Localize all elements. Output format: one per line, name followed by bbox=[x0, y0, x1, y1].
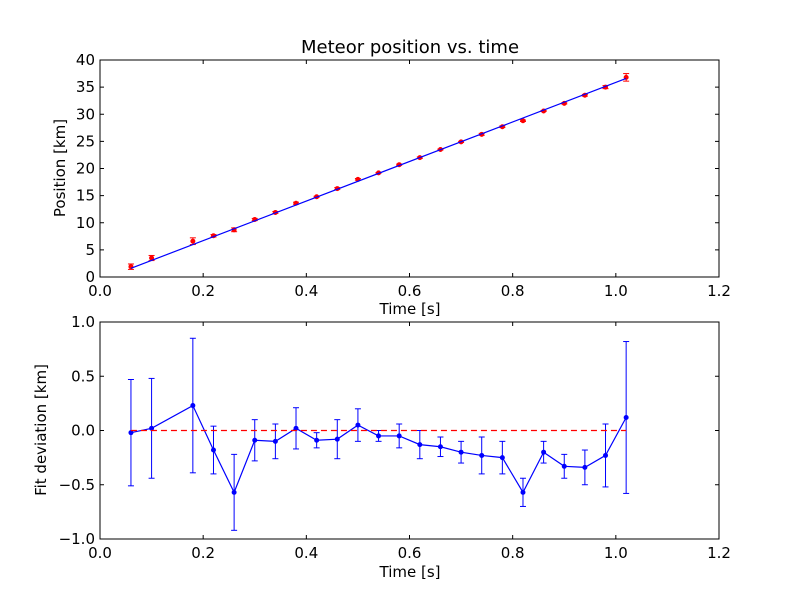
x-axis-label: Time [s] bbox=[379, 563, 441, 581]
x-tick-label: 1.0 bbox=[604, 544, 628, 562]
series-fit-line bbox=[130, 77, 627, 269]
y-tick-label: 40 bbox=[76, 51, 95, 69]
x-tick-label: 0.8 bbox=[501, 544, 525, 562]
data-point bbox=[231, 489, 237, 495]
data-point bbox=[396, 433, 402, 439]
data-point bbox=[293, 425, 299, 431]
data-point bbox=[458, 449, 464, 455]
x-axis-label: Time [s] bbox=[379, 300, 441, 318]
deviation-chart: 0.0 0.2 0.4 0.6 0.8 1.0 1.2 −1.0 −0.5 0.0 0.5 1.0 T… bbox=[32, 313, 731, 581]
position-chart: Meteor position vs. time 0.0 0.2 0.4 0.6 0.8… bbox=[51, 37, 731, 318]
x-tick-label: 0.2 bbox=[191, 282, 215, 300]
position-plot-area: 0.0 0.2 0.4 0.6 0.8 1.0 1.2 0 5 10 15 20 25 30 35 40 bbox=[76, 51, 731, 300]
data-point bbox=[376, 433, 382, 439]
x-tick-label: 0.4 bbox=[294, 544, 318, 562]
data-point bbox=[499, 455, 505, 461]
y-tick-label: 35 bbox=[76, 78, 95, 96]
data-point bbox=[190, 403, 196, 409]
y-tick-label: 10 bbox=[76, 214, 95, 232]
y-tick-label: −0.5 bbox=[59, 476, 95, 494]
data-point bbox=[541, 449, 547, 455]
y-tick-label: 1.0 bbox=[71, 313, 95, 331]
chart-title: Meteor position vs. time bbox=[301, 37, 519, 58]
y-tick-label: 5 bbox=[85, 241, 95, 259]
data-point bbox=[272, 438, 278, 444]
x-tick-label: 0.6 bbox=[398, 544, 422, 562]
x-tick-label: 0.0 bbox=[88, 282, 112, 300]
data-point bbox=[479, 452, 485, 458]
x-tick-label: 0.0 bbox=[88, 544, 112, 562]
y-tick-label: 0 bbox=[85, 268, 95, 286]
x-tick-label: 1.2 bbox=[707, 282, 731, 300]
data-point bbox=[561, 463, 567, 469]
data-point bbox=[520, 118, 526, 124]
x-tick-label: 0.6 bbox=[398, 282, 422, 300]
deviation-plot-area: 0.0 0.2 0.4 0.6 0.8 1.0 1.2 −1.0 −0.5 0.0 0.5 1.0 bbox=[59, 313, 731, 562]
x-tick-label: 0.8 bbox=[501, 282, 525, 300]
y-tick-label: 0.5 bbox=[71, 367, 95, 385]
x-tick-label: 0.2 bbox=[191, 544, 215, 562]
x-tick-label: 1.0 bbox=[604, 282, 628, 300]
y-tick-label: −1.0 bbox=[59, 530, 95, 548]
y-axis-label: Fit deviation [km] bbox=[32, 364, 50, 496]
data-point bbox=[334, 436, 340, 442]
series-errorbar-line bbox=[127, 337, 630, 531]
data-point bbox=[417, 442, 423, 448]
data-point bbox=[252, 437, 258, 443]
data-point bbox=[128, 430, 134, 436]
fit-line bbox=[130, 77, 627, 269]
data-point bbox=[623, 414, 629, 420]
y-axis-label: Position [km] bbox=[51, 119, 69, 217]
y-tick-label: 0.0 bbox=[71, 422, 95, 440]
x-tick-label: 0.4 bbox=[294, 282, 318, 300]
y-tick-label: 15 bbox=[76, 187, 95, 205]
data-point bbox=[210, 447, 216, 453]
data-point bbox=[437, 444, 443, 450]
data-point bbox=[520, 489, 526, 495]
y-tick-label: 20 bbox=[76, 160, 95, 178]
series-errorbar-points bbox=[127, 73, 630, 270]
x-tick-label: 1.2 bbox=[707, 544, 731, 562]
data-point bbox=[314, 437, 320, 443]
data-point bbox=[190, 238, 196, 244]
data-point bbox=[582, 464, 588, 470]
deviation-line bbox=[130, 404, 627, 494]
data-point bbox=[355, 422, 361, 428]
y-tick-label: 25 bbox=[76, 132, 95, 150]
data-point bbox=[149, 425, 155, 431]
data-point bbox=[603, 452, 609, 458]
y-tick-label: 30 bbox=[76, 105, 95, 123]
